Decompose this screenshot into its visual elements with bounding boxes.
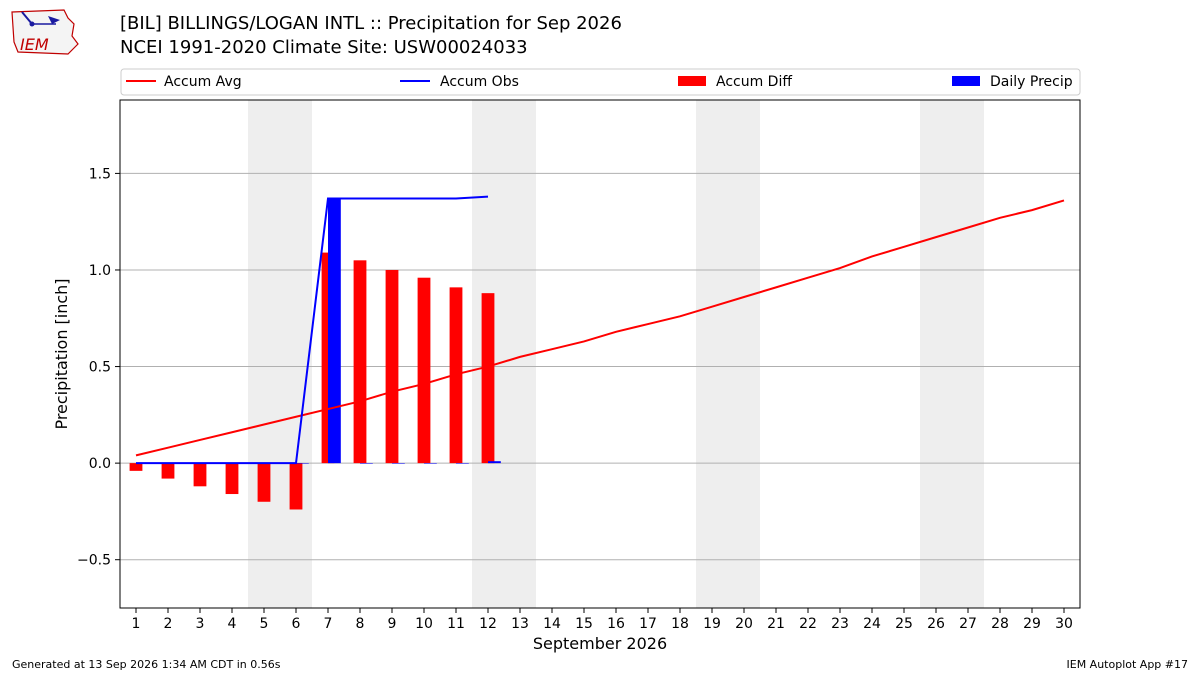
x-tick-label-12: 12	[479, 616, 497, 632]
daily-precip-bar-6	[296, 463, 309, 464]
x-tick-label-3: 3	[196, 616, 205, 632]
accum-diff-bar-6	[289, 463, 303, 510]
y-axis-label: Precipitation [inch]	[52, 278, 71, 429]
x-tick-label-10: 10	[415, 616, 433, 632]
accum-diff-bar-4	[225, 463, 239, 495]
x-tick-label-19: 19	[703, 616, 721, 632]
accum-diff-bar-1	[129, 463, 143, 471]
weekend-band-20	[728, 100, 760, 608]
x-tick-label-5: 5	[260, 616, 269, 632]
accum-diff-bar-12	[481, 293, 495, 464]
x-tick-label-26: 26	[927, 616, 945, 632]
autoplot-app-label: IEM Autoplot App #17	[1066, 658, 1189, 671]
x-tick-label-16: 16	[607, 616, 625, 632]
x-tick-label-25: 25	[895, 616, 913, 632]
y-tick-label-0: −0.5	[77, 553, 111, 569]
legend: Accum Avg Accum Obs Accum Diff Daily Pre…	[120, 68, 1081, 96]
title-line-1: [BIL] BILLINGS/LOGAN INTL :: Precipitati…	[120, 13, 622, 34]
x-tick-label-13: 13	[511, 616, 529, 632]
x-tick-label-8: 8	[356, 616, 365, 632]
accum-diff-bar-9	[385, 269, 399, 464]
iem-logo-graphic: IEM	[11, 9, 79, 55]
weekend-band-26	[920, 100, 952, 608]
y-tick-label-2: 0.5	[89, 360, 111, 376]
accum-diff-bar-8	[353, 260, 367, 464]
accum-diff-bar-10	[417, 277, 431, 464]
legend-box	[120, 68, 1081, 96]
daily-precip-bar-10	[424, 463, 437, 464]
x-tick-label-23: 23	[831, 616, 849, 632]
y-tick-label-1: 0.0	[89, 456, 111, 472]
x-tick-label-27: 27	[959, 616, 977, 632]
x-tick-label-24: 24	[863, 616, 881, 632]
legend-label-accum-avg: Accum Avg	[164, 74, 242, 90]
legend-swatch-accum-diff	[678, 76, 706, 86]
accum-diff-bar-5	[257, 463, 271, 502]
legend-label-accum-obs: Accum Obs	[440, 74, 519, 90]
x-tick-label-17: 17	[639, 616, 657, 632]
x-tick-label-6: 6	[292, 616, 301, 632]
chart-title: [BIL] BILLINGS/LOGAN INTL :: Precipitati…	[120, 12, 622, 60]
y-tick-label-4: 1.5	[89, 166, 111, 182]
weekend-band-27	[952, 100, 984, 608]
weekend-band-6	[280, 100, 312, 608]
x-tick-label-11: 11	[447, 616, 465, 632]
y-tick-label-3: 1.0	[89, 263, 111, 279]
x-tick-label-22: 22	[799, 616, 817, 632]
x-tick-label-29: 29	[1023, 616, 1041, 632]
title-line-2: NCEI 1991-2020 Climate Site: USW00024033	[120, 37, 528, 58]
plot-frame	[119, 99, 1081, 609]
accum-diff-bar-2	[161, 463, 175, 479]
x-tick-label-20: 20	[735, 616, 753, 632]
generated-timestamp: Generated at 13 Sep 2026 1:34 AM CDT in …	[12, 658, 281, 671]
legend-label-accum-diff: Accum Diff	[716, 74, 792, 90]
daily-precip-bar-11	[456, 463, 469, 464]
weekend-band-19	[696, 100, 728, 608]
accum-diff-bar-3	[193, 463, 207, 487]
x-axis-label: September 2026	[533, 634, 667, 653]
accum-avg-line	[135, 199, 1065, 457]
daily-precip-bar-8	[360, 463, 373, 464]
x-tick-label-4: 4	[228, 616, 237, 632]
legend-label-daily-precip: Daily Precip	[990, 74, 1073, 90]
x-tick-label-14: 14	[543, 616, 561, 632]
x-tick-label-21: 21	[767, 616, 785, 632]
daily-precip-bar-7	[328, 198, 341, 464]
x-tick-label-1: 1	[132, 616, 141, 632]
x-tick-label-18: 18	[671, 616, 689, 632]
x-tick-label-30: 30	[1055, 616, 1073, 632]
weekend-band-5	[248, 100, 280, 608]
legend-swatch-daily-precip	[952, 76, 980, 86]
x-tick-label-2: 2	[164, 616, 173, 632]
x-tick-label-7: 7	[324, 616, 333, 632]
iem-logo-text: IEM	[20, 35, 49, 54]
daily-precip-bar-9	[392, 463, 405, 464]
accum-obs-line	[136, 195, 489, 465]
iem-logo: IEM	[8, 6, 80, 58]
x-tick-label-28: 28	[991, 616, 1009, 632]
x-tick-label-9: 9	[388, 616, 397, 632]
x-tick-label-15: 15	[575, 616, 593, 632]
daily-precip-bar-12	[488, 461, 501, 464]
